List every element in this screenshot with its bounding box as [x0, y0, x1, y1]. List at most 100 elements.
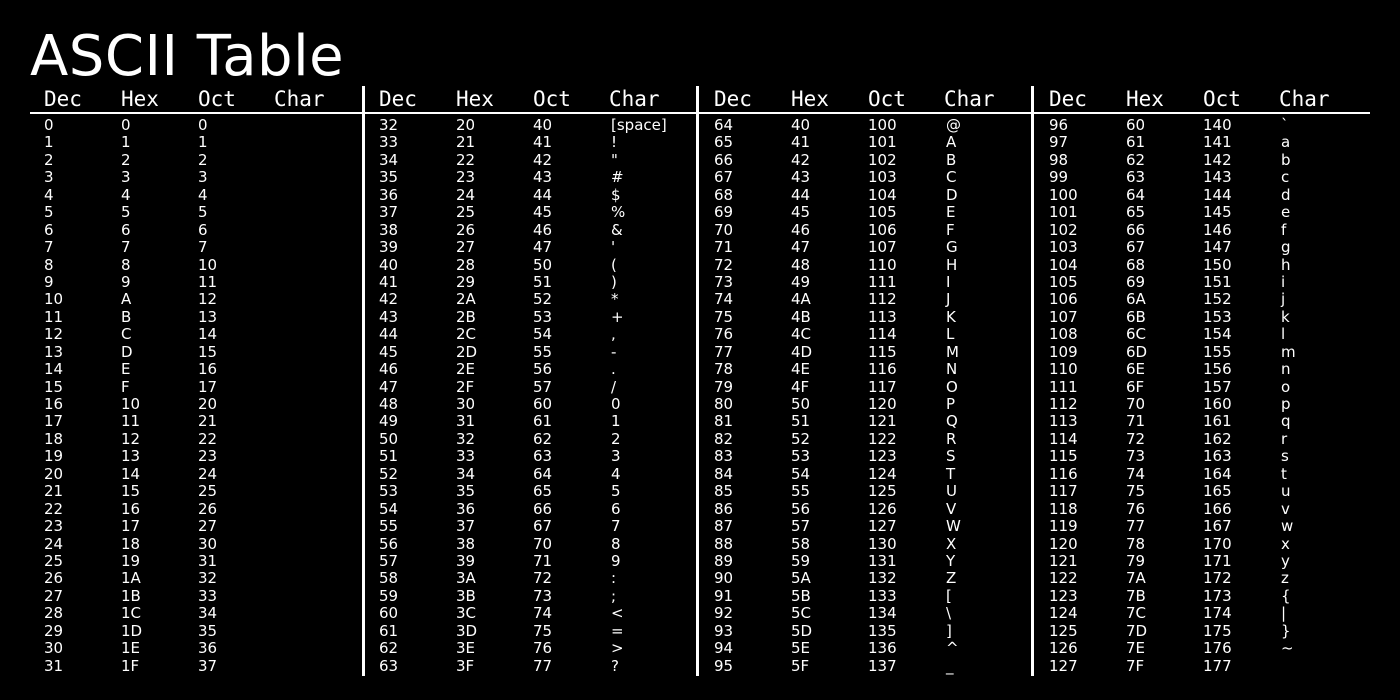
- table-row: 45 2D 55 -: [379, 342, 714, 361]
- char-cell: [space]: [611, 116, 667, 134]
- hex-cell: 6E: [1126, 360, 1146, 379]
- oct-cell: 74: [533, 604, 553, 623]
- dec-cell: 85: [714, 482, 734, 501]
- char-cell: ^: [946, 639, 959, 658]
- char-cell: n: [1281, 360, 1291, 379]
- hex-header: Hex: [121, 87, 159, 111]
- table-row: 89 59 131 Y: [714, 552, 1049, 570]
- oct-cell: 30: [198, 534, 218, 553]
- dec-cell: 72: [714, 255, 734, 274]
- oct-cell: 71: [533, 551, 553, 570]
- table-row: 29 1D 35: [44, 621, 379, 640]
- oct-cell: 106: [868, 220, 897, 239]
- column-divider: [696, 86, 699, 676]
- hex-cell: 7F: [1126, 656, 1145, 675]
- hex-cell: 2F: [456, 377, 475, 396]
- table-row: 98 62 142 b: [1049, 151, 1384, 169]
- table-row: 77 4D 115 M: [714, 342, 1049, 361]
- dec-cell: 83: [714, 447, 734, 466]
- hex-cell: 1D: [121, 621, 143, 640]
- dec-cell: 36: [379, 185, 399, 204]
- table-row: 75 4B 113 K: [714, 307, 1049, 326]
- dec-cell: 112: [1049, 395, 1078, 413]
- dec-cell: 102: [1049, 220, 1078, 239]
- hex-cell: 4F: [791, 377, 810, 396]
- char-cell: ]: [946, 621, 952, 640]
- dec-cell: 42: [379, 290, 399, 309]
- dec-cell: 49: [379, 412, 399, 431]
- char-cell: v: [1281, 499, 1290, 518]
- oct-cell: 146: [1203, 220, 1232, 239]
- table-block: Dec Hex Oct Char 32 20 40 [space] 33 21 41! 34 22 42 "…: [379, 84, 714, 684]
- dec-cell: 55: [379, 517, 399, 536]
- table-row: 32 20 40 [space]: [379, 117, 714, 134]
- char-cell: [: [946, 586, 952, 605]
- char-cell: 0: [611, 395, 621, 413]
- table-row: 86 56 126 V: [714, 500, 1049, 518]
- char-cell: S: [946, 447, 956, 466]
- table-row: 40 28 50 (: [379, 255, 714, 274]
- char-cell: t: [1281, 464, 1287, 483]
- char-cell: A: [946, 133, 957, 152]
- oct-cell: 154: [1203, 325, 1232, 344]
- hex-cell: D: [121, 342, 133, 361]
- table-row: 7 7 7: [44, 239, 379, 256]
- table-row: 57 39 71 9: [379, 551, 714, 570]
- oct-cell: 5: [198, 203, 208, 222]
- char-cell: x: [1281, 534, 1290, 553]
- table-row: 12 C 14: [44, 326, 379, 343]
- dec-cell: 114: [1049, 429, 1078, 448]
- hex-cell: 21: [456, 133, 476, 152]
- dec-cell: 40: [379, 255, 399, 274]
- table-row: 124 7C 174 |: [1049, 605, 1384, 622]
- table-row: 15 F 17: [44, 378, 379, 396]
- hex-cell: 5F: [791, 656, 810, 675]
- dec-cell: 0: [44, 116, 54, 134]
- dec-cell: 23: [44, 517, 64, 536]
- char-cell: g: [1281, 238, 1291, 257]
- hex-cell: 42: [791, 150, 811, 169]
- oct-cell: 116: [868, 360, 897, 379]
- oct-cell: 7: [198, 238, 208, 257]
- dec-cell: 73: [714, 272, 734, 291]
- table-row: 20 14 24: [44, 465, 379, 483]
- oct-cell: 55: [533, 342, 553, 361]
- dec-cell: 22: [44, 499, 64, 518]
- table-row: 33 21 41!: [379, 134, 714, 151]
- hex-cell: 76: [1126, 499, 1146, 518]
- oct-cell: 121: [868, 412, 897, 431]
- hex-cell: 10: [121, 395, 141, 413]
- hex-cell: 4D: [791, 342, 813, 361]
- table-row: 71 47 107 G: [714, 239, 1049, 256]
- oct-cell: 153: [1203, 307, 1232, 326]
- oct-cell: 20: [198, 395, 218, 413]
- dec-cell: 54: [379, 499, 399, 518]
- table-row: 66 42 102 B: [714, 150, 1049, 169]
- table-row: 59 3B 73;: [379, 587, 714, 605]
- table-row: 44 2C 54,: [379, 326, 714, 343]
- hex-cell: 4B: [791, 307, 811, 326]
- dec-cell: 125: [1049, 621, 1078, 640]
- hex-cell: 1B: [121, 586, 141, 605]
- oct-cell: 123: [868, 447, 897, 466]
- hex-cell: 7A: [1126, 569, 1146, 588]
- char-cell: ": [611, 150, 618, 169]
- hex-cell: 3: [121, 168, 131, 187]
- hex-cell: 64: [1126, 185, 1146, 204]
- table-row: 50 32 62 2: [379, 430, 714, 448]
- char-cell: 1: [611, 412, 621, 431]
- dec-cell: 9: [44, 272, 54, 291]
- hex-cell: 6B: [1126, 307, 1146, 326]
- hex-cell: 18: [121, 534, 141, 553]
- dec-cell: 19: [44, 447, 64, 466]
- char-cell: *: [611, 290, 619, 309]
- dec-cell: 56: [379, 534, 399, 553]
- hex-cell: 47: [791, 238, 811, 257]
- hex-cell: 6C: [1126, 325, 1147, 344]
- hex-cell: 20: [456, 116, 476, 134]
- char-cell: c: [1281, 168, 1290, 187]
- table-row: 65 41 101 A: [714, 134, 1049, 151]
- char-cell: .: [611, 360, 616, 379]
- dec-cell: 81: [714, 412, 734, 431]
- char-cell: s: [1281, 447, 1289, 466]
